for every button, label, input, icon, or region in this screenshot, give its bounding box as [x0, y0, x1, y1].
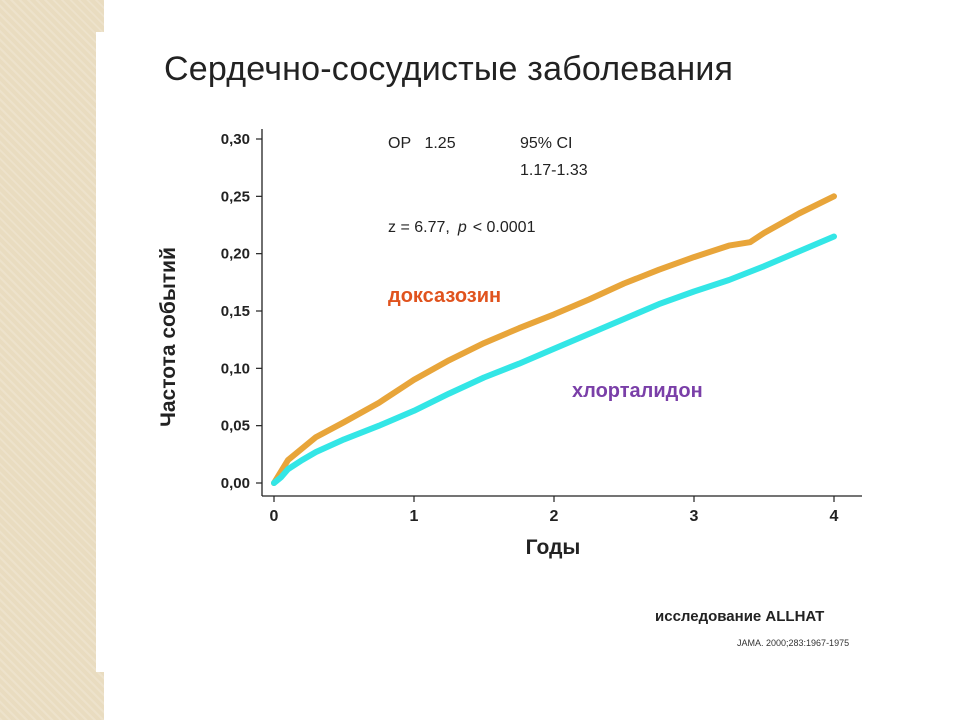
slide-title: Сердечно-сосудистые заболевания — [164, 50, 734, 88]
left-decorative-strip — [0, 0, 104, 720]
series-lines — [271, 193, 837, 486]
slide-panel — [96, 32, 960, 672]
source-study: исследование ALLHAT — [655, 608, 824, 625]
x-tick-label: 3 — [690, 508, 699, 525]
y-tick-label: 0,20 — [221, 246, 250, 263]
x-tick-label: 1 — [410, 508, 419, 525]
y-tick-label: 0,05 — [221, 418, 250, 435]
series-label-doxazosin: доксазозин — [388, 285, 501, 307]
x-axis-title: Годы — [526, 536, 581, 559]
y-tick-label: 0,25 — [221, 188, 250, 205]
x-ticks: 0 1 2 3 4 — [270, 496, 839, 525]
z-statistic: z = 6.77, p < 0.0001 — [388, 219, 536, 236]
series-label-chlorthalidone: хлорталидон — [572, 380, 703, 402]
y-axis-title: Частота событий — [157, 247, 180, 427]
y-ticks: 0,00 0,05 0,10 0,15 0,20 0,25 0,30 — [221, 131, 262, 492]
series-line-chlorthalidone — [271, 233, 837, 486]
source-reference: JAMA. 2000;283:1967-1975 — [737, 638, 849, 648]
ci-range: 1.17-1.33 — [520, 162, 588, 179]
x-tick-label: 2 — [550, 508, 559, 525]
series-line-doxazosin — [271, 193, 837, 486]
y-tick-label: 0,30 — [221, 131, 250, 148]
x-tick-label: 0 — [270, 508, 279, 525]
z-value: z = 6.77, — [388, 219, 450, 236]
ci-label: 95% CI — [520, 135, 572, 152]
x-tick-label: 4 — [830, 508, 839, 525]
p-letter: p — [457, 219, 467, 236]
p-value: < 0.0001 — [473, 219, 536, 236]
y-tick-label: 0,00 — [221, 475, 250, 492]
y-tick-label: 0,10 — [221, 360, 250, 377]
y-tick-label: 0,15 — [221, 303, 250, 320]
or-annotation: ОР 1.25 — [388, 135, 456, 152]
